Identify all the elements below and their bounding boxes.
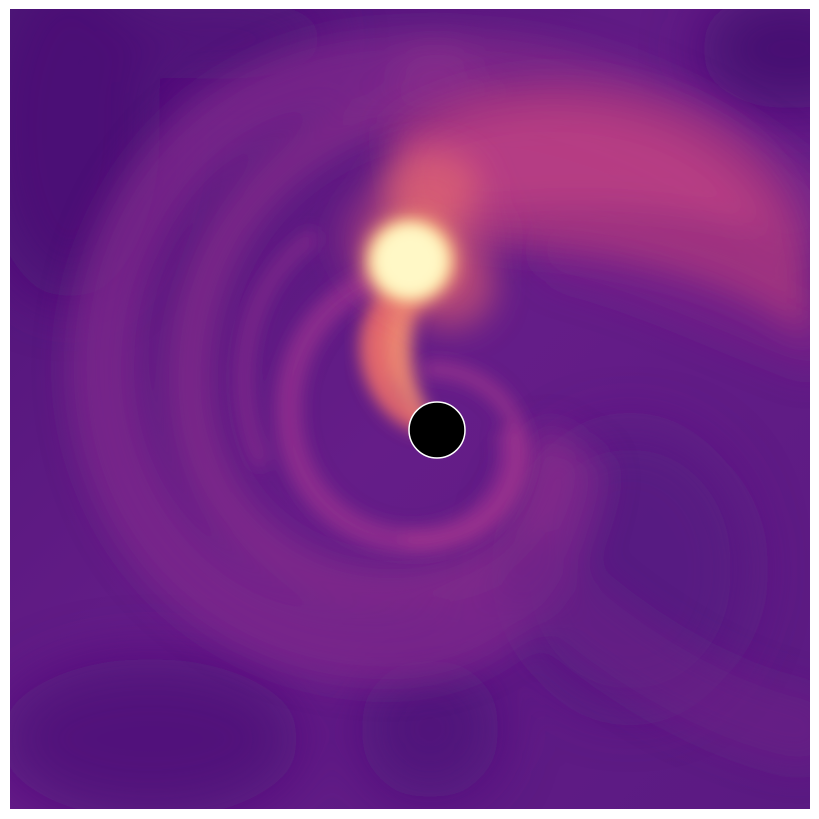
inner-spiral-arms xyxy=(235,230,530,554)
hot-stream xyxy=(359,279,435,434)
black-hole xyxy=(408,401,466,459)
bright-clump xyxy=(355,209,465,313)
simulation-canvas xyxy=(10,9,810,809)
simulation-frame xyxy=(10,9,810,809)
